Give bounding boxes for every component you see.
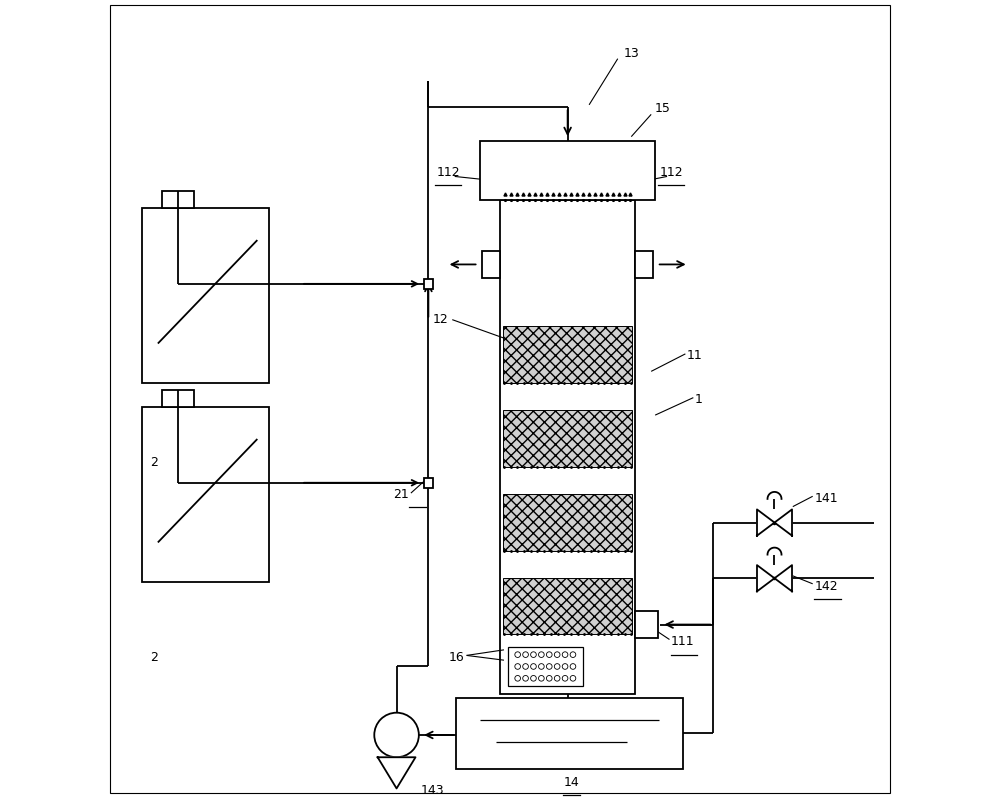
Text: 12: 12 xyxy=(433,313,448,326)
Text: 2: 2 xyxy=(150,456,158,470)
Bar xyxy=(503,410,632,466)
Bar xyxy=(503,494,632,550)
Text: 111: 111 xyxy=(671,635,695,648)
Bar xyxy=(480,141,655,200)
Polygon shape xyxy=(774,565,792,591)
Text: 21: 21 xyxy=(393,488,409,501)
Bar xyxy=(162,190,194,208)
Bar xyxy=(424,279,433,289)
Bar xyxy=(503,326,632,383)
Bar xyxy=(142,407,269,582)
Text: 16: 16 xyxy=(448,651,464,664)
Bar xyxy=(635,250,653,278)
Text: 14: 14 xyxy=(564,776,579,790)
Text: 15: 15 xyxy=(655,102,671,115)
Bar xyxy=(162,390,194,407)
Bar xyxy=(142,208,269,383)
Text: 1: 1 xyxy=(695,393,703,406)
Bar xyxy=(456,698,683,769)
Bar xyxy=(635,610,658,638)
Bar xyxy=(500,200,635,694)
Text: 2: 2 xyxy=(150,651,158,664)
Text: 13: 13 xyxy=(623,46,639,60)
Text: 112: 112 xyxy=(436,166,460,179)
Text: 142: 142 xyxy=(814,580,838,593)
Bar xyxy=(482,250,500,278)
Circle shape xyxy=(374,713,419,758)
Polygon shape xyxy=(774,510,792,536)
Text: 141: 141 xyxy=(814,492,838,505)
Polygon shape xyxy=(757,565,774,591)
Polygon shape xyxy=(378,758,416,789)
Bar xyxy=(508,646,583,686)
Polygon shape xyxy=(757,510,774,536)
Bar xyxy=(424,478,433,487)
Bar xyxy=(503,578,632,634)
Text: 11: 11 xyxy=(687,349,703,362)
Text: 112: 112 xyxy=(659,166,683,179)
Text: 143: 143 xyxy=(421,784,444,797)
